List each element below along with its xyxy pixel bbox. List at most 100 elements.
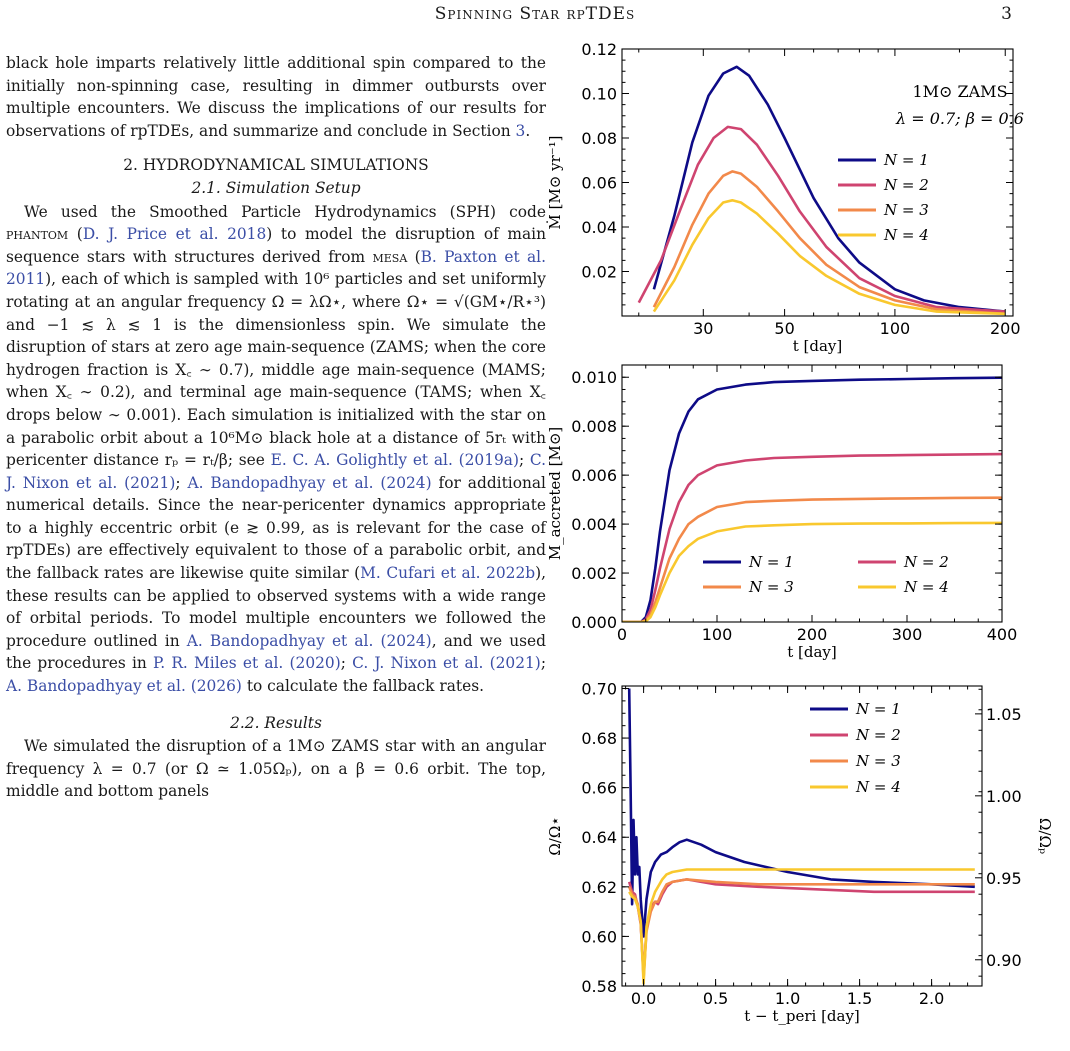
citation-link[interactable]: M. Cufari et al. 2022b	[360, 564, 536, 583]
code-name: phantom	[6, 225, 69, 244]
text-run: ), each of which is sampled with 10⁶ par…	[6, 270, 546, 470]
series-line-n3	[652, 170, 1006, 316]
page-number: 3	[1001, 4, 1012, 24]
y-tick-label: 0.12	[581, 40, 617, 59]
series-line-n1	[627, 688, 975, 938]
x-tick-label: 0.0	[631, 989, 656, 1008]
paragraph-simulation-setup: We used the Smoothed Particle Hydrodynam…	[6, 201, 546, 698]
citation-link[interactable]: C. J. Nixon et al. (2021)	[352, 654, 541, 673]
y-right-tick-label: 1.00	[986, 787, 1022, 806]
legend-label-n4: N = 4	[903, 578, 949, 596]
y-tick-label: 0.04	[581, 218, 617, 237]
y-tick-label: 0.68	[581, 729, 617, 748]
x-axis-label: t − t_peri [day]	[744, 1007, 860, 1025]
citation-link[interactable]: D. J. Price et al. 2018	[82, 225, 267, 244]
series-group	[627, 688, 975, 985]
text-run: black hole imparts relatively little add…	[6, 54, 546, 140]
text-run: ;	[518, 451, 530, 470]
x-tick-label: 0.5	[703, 989, 728, 1008]
text-run: ), these results can be applied to obser…	[6, 564, 546, 650]
paragraph-intro-end: black hole imparts relatively little add…	[6, 52, 546, 142]
x-tick-label: 0	[617, 625, 627, 644]
citation-link[interactable]: A. Bandopadhyay et al. (2024)	[186, 631, 432, 650]
citation-link[interactable]: B. Paxton et al. 2011	[6, 247, 546, 289]
x-tick-label: 400	[987, 625, 1018, 644]
text-run: ;	[540, 654, 546, 673]
chart-annotation: 1M⊙ ZAMS	[912, 82, 1007, 101]
y-tick-label: 0.008	[571, 417, 617, 436]
legend-label-n3: N = 3	[855, 752, 901, 770]
series-line-n2	[637, 125, 1006, 313]
y-tick-label: 0.66	[581, 779, 617, 798]
y-tick-label: 0.06	[581, 174, 617, 193]
series-line-n4	[652, 199, 1006, 316]
series-group	[637, 65, 1006, 316]
series-group	[622, 376, 1002, 622]
legend-label-n4: N = 4	[883, 226, 929, 244]
text-run: (	[68, 225, 83, 244]
legend-label-n3: N = 3	[883, 201, 929, 219]
legend-label-n1: N = 1	[748, 553, 794, 571]
y-tick-label: 0.02	[581, 263, 617, 282]
citation-link[interactable]: P. R. Miles et al. (2020)	[153, 654, 341, 673]
series-line-n4	[622, 521, 1002, 622]
citation-link[interactable]: A. Bandopadhyay et al. (2024)	[187, 473, 432, 492]
x-tick-label: 2.0	[919, 989, 944, 1008]
text-run: .	[525, 121, 531, 140]
series-line-n2	[622, 452, 1002, 622]
paragraph-results: We simulated the disruption of a 1M⊙ ZAM…	[6, 737, 546, 801]
x-tick-label: 100	[880, 319, 911, 338]
y-tick-label: 0.006	[571, 466, 617, 485]
text-run: ;	[175, 473, 188, 492]
x-tick-label: 100	[702, 625, 733, 644]
legend-label-n1: N = 1	[883, 151, 929, 169]
citation-link[interactable]: C. J. Nixon et al. (2021)	[6, 451, 547, 492]
citation-link[interactable]: A. Bandopadhyay et al. (2026)	[6, 677, 242, 696]
series-line-n4	[628, 868, 975, 985]
x-axis-label: t [day]	[787, 643, 837, 661]
subsection-title-results: 2.2. Results	[230, 713, 322, 732]
y-tick-label: 0.58	[581, 977, 617, 996]
text-run: , and we used the procedures in	[6, 631, 546, 673]
section-title: 2. HYDRODYNAMICAL SIMULATIONS	[123, 156, 429, 175]
y-tick-label: 0.62	[581, 878, 617, 897]
y-tick-label: 0.004	[571, 515, 617, 534]
series-line-n3	[627, 878, 975, 980]
legend-label-n4: N = 4	[855, 778, 901, 796]
y-tick-label: 0.64	[581, 828, 617, 847]
legend-label-n2: N = 2	[903, 553, 949, 571]
y-axis-label: M_accreted [M⊙]	[546, 427, 564, 561]
plot-frame	[621, 48, 1014, 317]
x-tick-label: 50	[774, 319, 794, 338]
x-tick-label: 300	[892, 625, 923, 644]
text-run: (	[407, 247, 421, 266]
x-tick-label: 30	[693, 319, 713, 338]
y-right-tick-label: 1.05	[986, 705, 1022, 724]
citation-link[interactable]: E. C. A. Golightly et al. (2019a)	[270, 451, 519, 470]
legend-label-n2: N = 2	[883, 176, 929, 194]
y-tick-label: 0.60	[581, 927, 617, 946]
code-name: mesa	[372, 247, 408, 266]
text-run: We used the Smoothed Particle Hydrodynam…	[24, 202, 546, 221]
chart-annotation: λ = 0.7; β = 0.6	[895, 109, 1024, 128]
x-tick-label: 1.5	[847, 989, 872, 1008]
y-right-tick-label: 0.90	[986, 951, 1022, 970]
text-run: for additional numerical details. Since …	[6, 473, 546, 583]
y-tick-label: 0.002	[571, 564, 617, 583]
text-column: black hole imparts relatively little add…	[6, 52, 546, 803]
y-axis-label: Ṁ [M⊙ yr⁻¹]	[546, 135, 564, 229]
y-axis-label: Ω/Ω⋆	[546, 816, 564, 855]
section-link[interactable]: 3	[515, 121, 526, 140]
y-tick-label: 0.000	[571, 613, 617, 632]
y-right-tick-label: 0.95	[986, 869, 1022, 888]
y-tick-label: 0.08	[581, 129, 617, 148]
y-axis-label-right: Ω/Ωₚ	[1036, 818, 1054, 854]
x-axis-label: t [day]	[793, 337, 843, 355]
page-header: Spinning Star rpTDEs 3	[0, 4, 1070, 34]
series-line-n2	[627, 878, 975, 978]
legend-label-n2: N = 2	[855, 726, 901, 744]
text-run: to calculate the fallback rates.	[241, 677, 484, 696]
y-tick-label: 0.70	[581, 679, 617, 698]
text-run: ) to model the disruption of main sequen…	[6, 225, 547, 266]
legend-label-n1: N = 1	[855, 700, 901, 718]
